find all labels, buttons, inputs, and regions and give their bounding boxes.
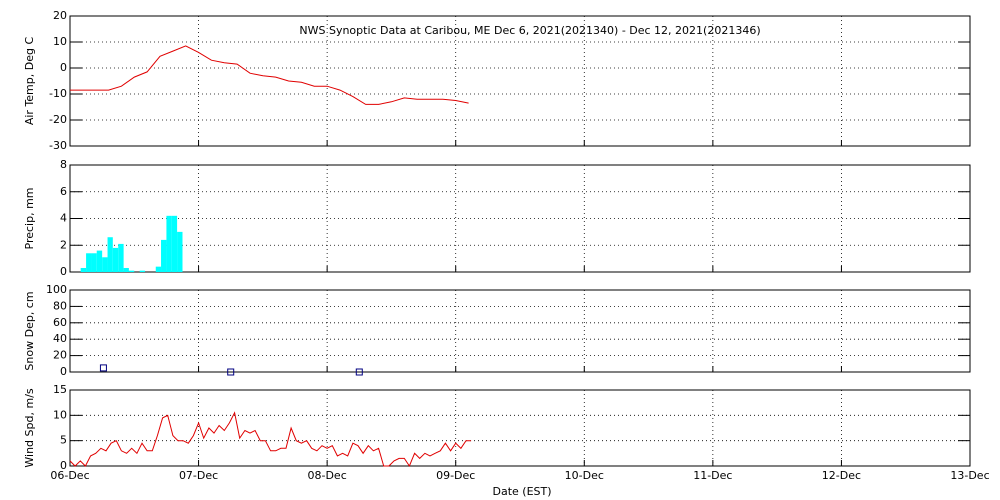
y-tick-label: 60	[53, 316, 67, 329]
bar	[128, 270, 135, 272]
y-tick-label: 4	[60, 212, 67, 225]
bar	[80, 267, 87, 272]
bar	[96, 250, 103, 272]
y-tick-label: 20	[53, 349, 67, 362]
x-tick-label: 09-Dec	[436, 469, 475, 482]
y-tick-label: -30	[49, 139, 67, 152]
bar	[171, 215, 178, 272]
y-tick-label: 10	[53, 408, 67, 421]
bar	[107, 237, 113, 272]
plot-frame	[69, 289, 971, 373]
y-tick-label: 20	[53, 9, 67, 22]
y-tick-label: 0	[60, 61, 67, 74]
bar	[166, 215, 172, 272]
chart-title: NWS Synoptic Data at Caribou, ME Dec 6, …	[299, 24, 760, 37]
y-tick-label: 10	[53, 35, 67, 48]
bar	[139, 270, 145, 272]
bar	[118, 243, 124, 272]
x-tick-label: 11-Dec	[693, 469, 732, 482]
bar	[161, 239, 167, 272]
data-line	[70, 45, 469, 105]
y-tick-label: 0	[60, 459, 67, 472]
y-tick-label: 100	[46, 283, 67, 296]
point	[355, 368, 363, 376]
y-tick-label: -10	[49, 87, 67, 100]
y-axis-label: Snow Dep, cm	[23, 291, 36, 370]
y-tick-label: 0	[60, 265, 67, 278]
point	[99, 364, 107, 372]
x-tick-label: 10-Dec	[565, 469, 604, 482]
y-axis-label: Air Temp, Deg C	[23, 37, 36, 126]
y-axis-label: Precip, mm	[23, 188, 36, 250]
y-tick-label: 15	[53, 383, 67, 396]
data-line	[69, 411, 472, 468]
x-tick-label: 07-Dec	[179, 469, 218, 482]
bar	[123, 267, 129, 272]
bar	[155, 266, 162, 272]
y-tick-label: 2	[60, 238, 67, 251]
y-tick-label: 80	[53, 299, 67, 312]
x-axis-label: Date (EST)	[492, 485, 551, 498]
x-tick-label: 08-Dec	[308, 469, 347, 482]
bar	[91, 253, 97, 272]
point	[227, 368, 235, 376]
y-tick-label: 5	[60, 434, 67, 447]
y-tick-label: 6	[60, 185, 67, 198]
x-tick-label: 12-Dec	[822, 469, 861, 482]
y-axis-label: Wind Spd, m/s	[23, 388, 36, 468]
y-tick-label: 40	[53, 332, 67, 345]
bar	[102, 257, 108, 272]
x-tick-label: 06-Dec	[50, 469, 89, 482]
x-tick-label: 13-Dec	[950, 469, 989, 482]
bar	[112, 247, 119, 272]
y-tick-label: -20	[49, 113, 67, 126]
bar	[86, 253, 92, 272]
y-tick-label: 0	[60, 365, 67, 378]
plot-frame	[69, 389, 971, 467]
y-tick-label: 8	[60, 158, 67, 171]
bar	[177, 231, 183, 272]
